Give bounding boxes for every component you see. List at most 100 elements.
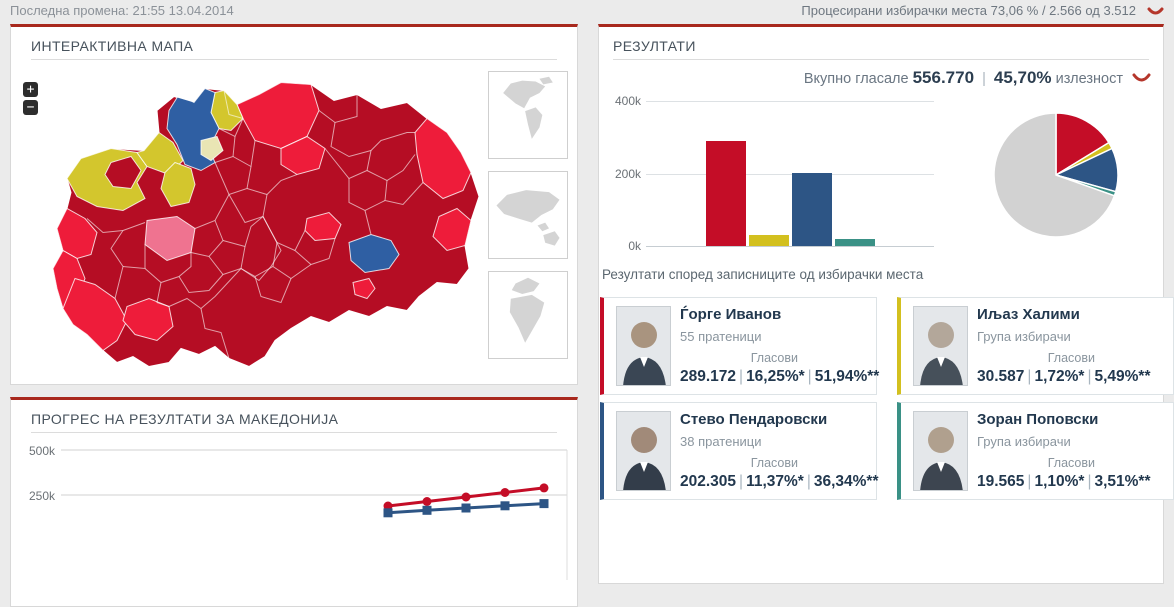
- candidate-photo: [616, 306, 671, 386]
- bar-ytick-200k: 200k: [614, 167, 641, 181]
- candidate-name: Иљаз Халими: [977, 306, 1080, 323]
- votes-bar-chart: [646, 101, 934, 246]
- candidate-results: 19.565 | 1,10%* | 3,51%**: [977, 473, 1150, 491]
- marker-Ѓорге Иванов: [500, 488, 510, 497]
- map-thumbnail-asia[interactable]: [488, 171, 568, 259]
- marker-Стево Пендаровски: [500, 501, 510, 511]
- bar-Зоран Поповски: [834, 239, 875, 246]
- pct-voted: 36,34%**: [813, 473, 879, 490]
- bar-Стево Пендаровски: [791, 173, 832, 246]
- votes-value: 202.305: [680, 473, 737, 490]
- pct-registered: 1,10%*: [1034, 473, 1085, 490]
- zoom-out-button[interactable]: −: [23, 100, 38, 115]
- marker-Ѓорге Иванов: [539, 483, 549, 493]
- chevron-down-icon: [1147, 7, 1164, 15]
- candidate-name: Зоран Поповски: [977, 411, 1099, 428]
- interactive-map-panel: ИНТЕРАКТИВНА МАПА + −: [10, 24, 578, 385]
- separator: |: [1087, 368, 1092, 385]
- candidate-card-popovski[interactable]: Зоран Поповски Група избирачи Гласови 19…: [897, 402, 1174, 500]
- americas-map-icon: [503, 76, 553, 139]
- candidate-name: Стево Пендаровски: [680, 411, 828, 428]
- separator: |: [807, 368, 812, 385]
- marker-Ѓорге Иванов: [422, 497, 432, 506]
- top-status-bar: Последна промена: 21:55 13.04.2014 Проце…: [0, 0, 1174, 22]
- bar-Ѓорге Иванов: [705, 141, 746, 246]
- candidate-name: Ѓорге Иванов: [680, 306, 782, 323]
- votes-label: Гласови: [1047, 456, 1095, 470]
- processed-expand-toggle[interactable]: [1147, 7, 1164, 17]
- marker-Стево Пендаровски: [422, 505, 432, 515]
- gridline: [646, 174, 934, 175]
- marker-Стево Пендаровски: [539, 499, 549, 509]
- pct-voted: 5,49%**: [1094, 368, 1151, 385]
- bar-Иљаз Халими: [748, 235, 789, 246]
- summary-prefix: Вкупно гласале: [803, 71, 909, 87]
- processed-places-status: Процесирани избирачки места 73,06 % / 2.…: [801, 3, 1136, 18]
- pct-registered: 16,25%*: [746, 368, 805, 385]
- pct-voted: 3,51%**: [1094, 473, 1151, 490]
- map-zoom-controls: + −: [23, 82, 38, 118]
- person-portrait-icon: [914, 307, 967, 385]
- gridline: [646, 101, 934, 102]
- progress-series: [383, 483, 549, 518]
- separator: |: [739, 368, 744, 385]
- votes-value: 19.565: [977, 473, 1025, 490]
- person-portrait-icon: [914, 412, 967, 490]
- macedonia-choropleth-map[interactable]: [19, 69, 494, 377]
- divider: [613, 59, 1149, 60]
- votes-label: Гласови: [1047, 351, 1095, 365]
- candidate-results: 289.172 | 16,25%* | 51,94%**: [680, 368, 879, 386]
- candidate-card-halimi[interactable]: Иљаз Халими Група избирачи Гласови 30.58…: [897, 297, 1174, 395]
- progress-panel-title: ПРОГРЕС НА РЕЗУЛТАТИ ЗА МАКЕДОНИЈА: [31, 411, 339, 427]
- last-change-status: Последна промена: 21:55 13.04.2014: [10, 3, 234, 18]
- gridline-baseline: [646, 246, 934, 247]
- separator: |: [1087, 473, 1092, 490]
- chevron-down-icon: [1132, 73, 1151, 82]
- candidate-photo: [913, 411, 968, 491]
- map-panel-title: ИНТЕРАКТИВНА МАПА: [31, 38, 194, 54]
- results-panel-title: РЕЗУЛТАТИ: [613, 38, 696, 54]
- map-municipalities: [53, 82, 472, 359]
- pct-voted: 51,94%**: [814, 368, 880, 385]
- map-thumbnail-europe-africa[interactable]: [488, 271, 568, 359]
- progress-ytick-250k: 250k: [28, 489, 55, 503]
- europe-africa-map-icon: [509, 277, 545, 343]
- turnout-value: 45,70%: [993, 68, 1052, 87]
- candidate-card-pendarovski[interactable]: Стево Пендаровски 38 пратеници Гласови 2…: [600, 402, 878, 500]
- summary-suffix: излезност: [1055, 71, 1123, 87]
- candidate-photo: [913, 306, 968, 386]
- votes-value: 30.587: [977, 368, 1025, 385]
- divider: [31, 59, 557, 60]
- candidate-subtitle: Група избирачи: [977, 329, 1071, 344]
- bar-ytick-0k: 0k: [628, 239, 641, 253]
- candidate-card-ivanov[interactable]: Ѓорге Иванов 55 пратеници Гласови 289.17…: [600, 297, 879, 395]
- separator: |: [982, 71, 986, 87]
- turnout-summary: Вкупно гласале 556.770 | 45,70% излезнос…: [804, 68, 1123, 88]
- separator: |: [739, 473, 744, 490]
- progress-ytick-500k: 500k: [28, 444, 55, 458]
- results-panel: РЕЗУЛТАТИ Вкупно гласале 556.770 | 45,70…: [598, 24, 1174, 584]
- results-subheading: Резултати според записниците од избирачк…: [602, 267, 924, 282]
- pct-registered: 1,72%*: [1034, 368, 1085, 385]
- candidate-subtitle: Група избирачи: [977, 434, 1071, 449]
- votes-label: Гласови: [750, 456, 798, 470]
- separator: |: [1027, 368, 1032, 385]
- zoom-in-button[interactable]: +: [23, 82, 38, 97]
- total-votes-value: 556.770: [912, 68, 975, 87]
- candidate-subtitle: 38 пратеници: [680, 434, 762, 449]
- candidate-subtitle: 55 пратеници: [680, 329, 762, 344]
- separator: |: [1027, 473, 1032, 490]
- pie-slice-останато: [993, 112, 1116, 238]
- pct-registered: 11,37%*: [746, 473, 804, 490]
- asia-map-icon: [496, 190, 560, 246]
- candidate-photo: [616, 411, 671, 491]
- votes-value: 289.172: [680, 368, 737, 385]
- marker-Стево Пендаровски: [383, 508, 393, 518]
- summary-expand-toggle[interactable]: [1132, 73, 1151, 84]
- candidate-results: 30.587 | 1,72%* | 5,49%**: [977, 368, 1150, 386]
- progress-panel: ПРОГРЕС НА РЕЗУЛТАТИ ЗА МАКЕДОНИЈА 500k …: [10, 397, 578, 607]
- person-portrait-icon: [617, 307, 670, 385]
- map-thumbnail-americas[interactable]: [488, 71, 568, 159]
- candidate-results: 202.305 | 11,37%* | 36,34%**: [680, 473, 878, 491]
- votes-pie-chart: [993, 112, 1119, 238]
